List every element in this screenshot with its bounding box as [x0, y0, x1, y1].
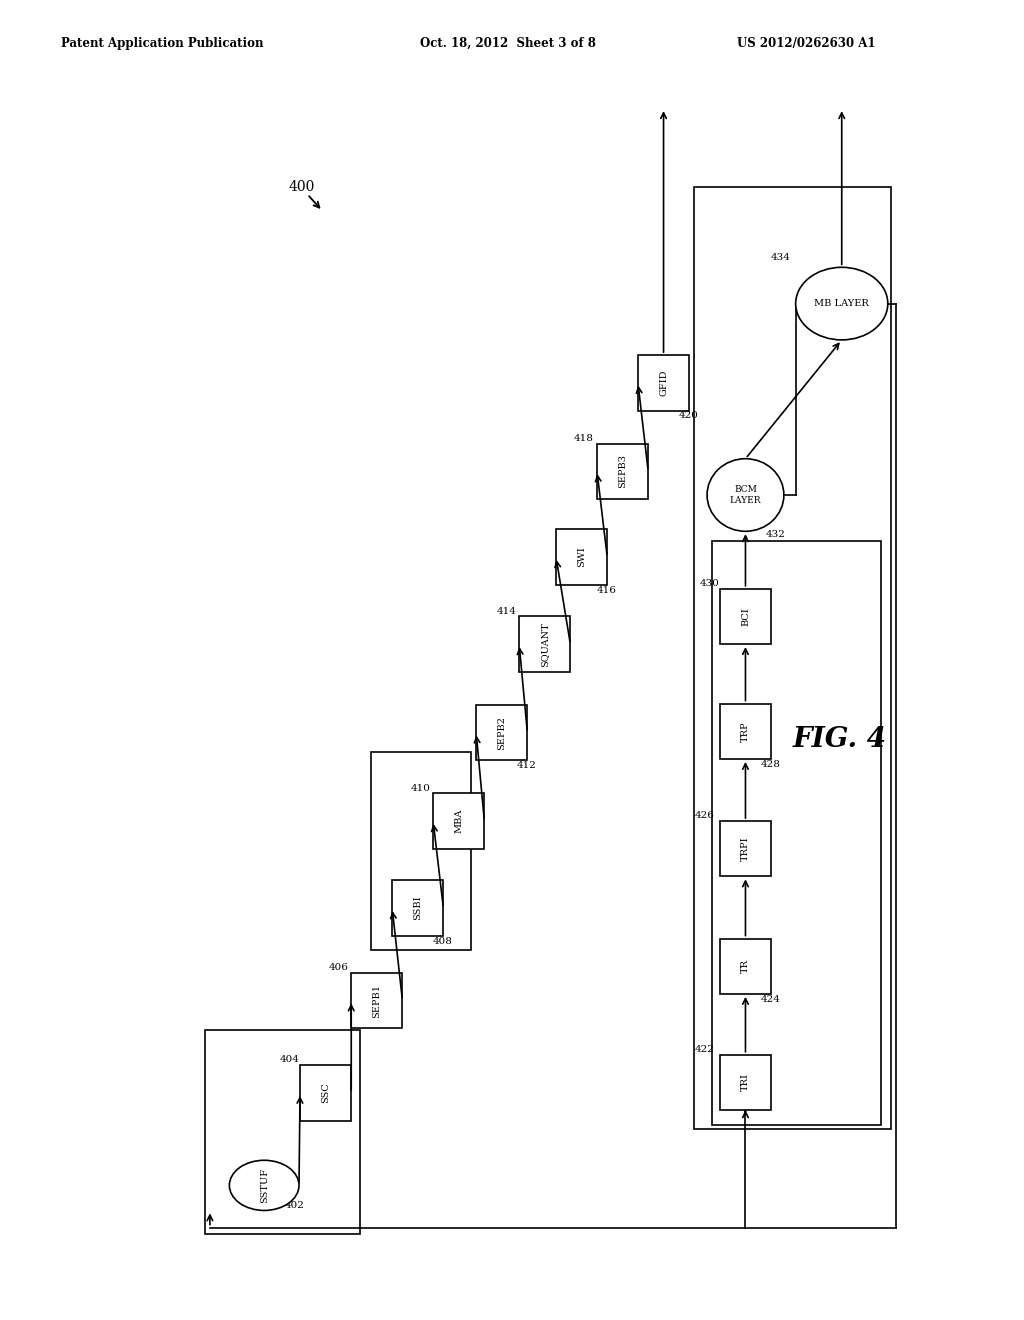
Text: TRI: TRI: [741, 1073, 750, 1092]
Text: Patent Application Publication: Patent Application Publication: [61, 37, 264, 50]
Text: GFID: GFID: [659, 370, 668, 396]
Text: 422: 422: [695, 1045, 715, 1053]
Text: 408: 408: [433, 937, 453, 945]
Bar: [351, 973, 402, 1028]
Text: 418: 418: [574, 434, 594, 442]
Text: TR: TR: [741, 960, 750, 973]
Text: 430: 430: [700, 579, 720, 587]
Text: 412: 412: [517, 762, 537, 770]
Text: SSTUF: SSTUF: [260, 1168, 268, 1203]
Bar: [519, 616, 570, 672]
Bar: [720, 589, 771, 644]
Text: BCM
LAYER: BCM LAYER: [730, 486, 761, 504]
Text: 432: 432: [766, 531, 785, 539]
Bar: [476, 705, 527, 760]
Text: US 2012/0262630 A1: US 2012/0262630 A1: [737, 37, 876, 50]
Text: FIG. 4: FIG. 4: [793, 726, 887, 752]
Bar: [300, 1065, 351, 1121]
Bar: [556, 529, 607, 585]
Text: 426: 426: [695, 812, 715, 820]
Ellipse shape: [707, 459, 784, 531]
Text: 428: 428: [761, 760, 780, 768]
Bar: [371, 752, 471, 950]
Text: 424: 424: [761, 995, 780, 1003]
Bar: [597, 444, 648, 499]
Bar: [720, 821, 771, 876]
Text: TRPI: TRPI: [741, 837, 750, 861]
Bar: [392, 880, 443, 936]
Text: SEPB1: SEPB1: [373, 983, 381, 1018]
Text: SWI: SWI: [578, 546, 586, 568]
Text: SSC: SSC: [322, 1082, 330, 1104]
Text: MB LAYER: MB LAYER: [814, 300, 869, 308]
Bar: [720, 939, 771, 994]
Text: 406: 406: [329, 964, 348, 972]
Bar: [720, 704, 771, 759]
Bar: [694, 187, 891, 1129]
Text: BCI: BCI: [741, 607, 750, 626]
Text: SEPB2: SEPB2: [498, 715, 506, 750]
Bar: [433, 793, 484, 849]
Text: 416: 416: [597, 586, 616, 594]
Text: SEPB3: SEPB3: [618, 454, 627, 488]
Ellipse shape: [796, 267, 888, 341]
Bar: [720, 1055, 771, 1110]
Text: 404: 404: [281, 1056, 300, 1064]
Text: 414: 414: [497, 607, 516, 615]
Text: SQUANT: SQUANT: [541, 622, 549, 667]
Text: 402: 402: [285, 1201, 304, 1209]
Text: Oct. 18, 2012  Sheet 3 of 8: Oct. 18, 2012 Sheet 3 of 8: [420, 37, 596, 50]
Text: TRP: TRP: [741, 721, 750, 742]
Text: 420: 420: [679, 412, 698, 420]
Ellipse shape: [229, 1160, 299, 1210]
Bar: [638, 355, 689, 411]
Text: 400: 400: [289, 181, 315, 194]
Text: SSBI: SSBI: [414, 896, 422, 920]
Text: 410: 410: [411, 784, 430, 792]
Bar: [205, 1030, 360, 1234]
Bar: [712, 541, 881, 1125]
Text: MBA: MBA: [455, 809, 463, 833]
Text: 434: 434: [771, 253, 791, 261]
